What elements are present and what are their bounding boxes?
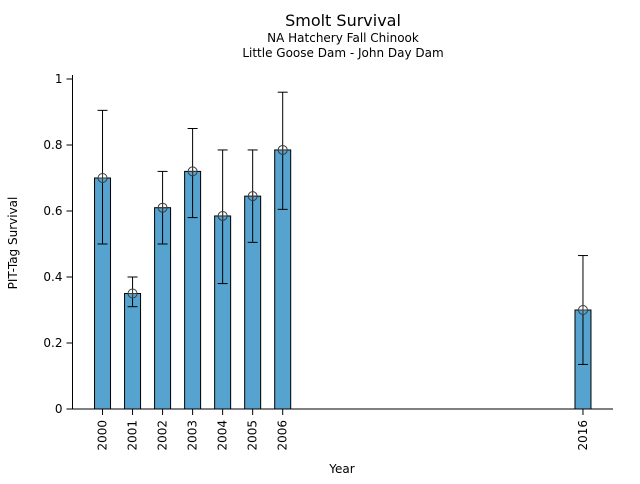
y-tick-label-1: 1 [55,72,63,86]
plot-area: 0 0.2 0.4 0.6 0.8 1 2000 2001 2002 2003 2004 2005 20… [43,72,613,451]
x-tick-label-2003: 2003 [186,420,200,451]
y-tick-label-0.6: 0.6 [43,204,62,218]
bar-2001 [124,293,142,410]
y-tick-label-0.2: 0.2 [43,336,62,350]
x-axis-label: Year [328,462,354,476]
x-tick-label-2001: 2001 [126,420,140,451]
x-tick-label-2016: 2016 [576,420,590,451]
x-tick-label-2004: 2004 [216,420,230,451]
y-axis-label: PIT-Tag Survival [6,197,20,290]
x-tick-label-2000: 2000 [96,420,110,451]
y-tick-label-0.4: 0.4 [43,270,62,284]
chart-subtitle-line1: NA Hatchery Fall Chinook [267,31,419,45]
x-tick-label-2006: 2006 [276,420,290,451]
x-tick-label-2005: 2005 [246,420,260,451]
chart-subtitle-line2: Little Goose Dam - John Day Dam [242,46,443,60]
chart-title: Smolt Survival [285,11,401,30]
y-tick-label-0: 0 [55,402,63,416]
y-tick-label-0.8: 0.8 [43,138,62,152]
x-tick-label-2002: 2002 [156,420,170,451]
